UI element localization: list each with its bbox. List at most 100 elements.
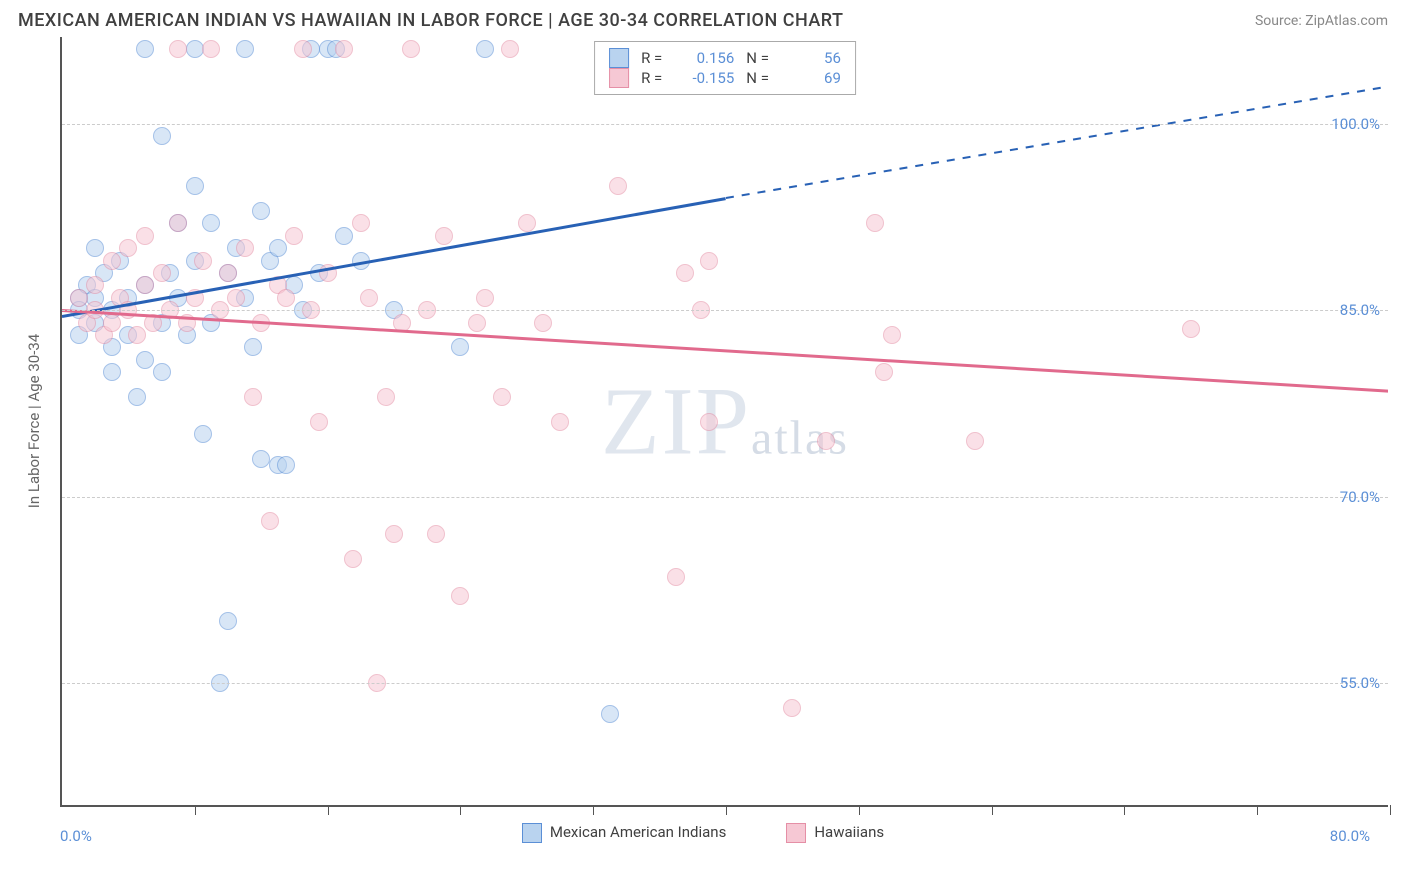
legend-label: Mexican American Indians <box>550 823 726 841</box>
scatter-point <box>285 227 303 245</box>
scatter-point <box>875 363 893 381</box>
chart-container: ZIPatlas In Labor Force | Age 30-34 R = 0… <box>18 37 1388 807</box>
legend-swatch <box>609 48 629 68</box>
scatter-point <box>169 40 187 58</box>
x-tick <box>328 805 329 815</box>
scatter-point <box>402 40 420 58</box>
scatter-point <box>601 705 619 723</box>
trend-line <box>62 197 726 318</box>
scatter-point <box>269 239 287 257</box>
x-tick <box>195 805 196 815</box>
bottom-legend: Mexican American Indians Hawaiians <box>18 823 1388 843</box>
stats-n-label: N = <box>746 69 769 87</box>
scatter-point <box>244 338 262 356</box>
stats-r-label: R = <box>641 49 662 67</box>
stats-legend-box: R =0.156N =56R =-0.155N =69 <box>594 41 856 95</box>
plot-inner: ZIPatlas <box>62 37 1388 805</box>
scatter-point <box>153 127 171 145</box>
scatter-point <box>136 40 154 58</box>
scatter-point <box>128 326 146 344</box>
scatter-point <box>261 512 279 530</box>
scatter-point <box>202 214 220 232</box>
y-tick-label: 55.0% <box>1340 674 1380 692</box>
scatter-point <box>385 525 403 543</box>
watermark: ZIPatlas <box>601 366 849 477</box>
scatter-point <box>153 363 171 381</box>
y-tick-label: 85.0% <box>1340 301 1380 319</box>
legend-swatch <box>522 823 542 843</box>
scatter-point <box>534 314 552 332</box>
y-axis-label: In Labor Force | Age 30-34 <box>25 334 43 508</box>
scatter-point <box>169 214 187 232</box>
scatter-point <box>194 425 212 443</box>
scatter-point <box>186 177 204 195</box>
y-tick-label: 100.0% <box>1331 115 1380 133</box>
scatter-point <box>451 338 469 356</box>
scatter-point <box>153 264 171 282</box>
scatter-point <box>103 252 121 270</box>
scatter-point <box>194 252 212 270</box>
legend-swatch <box>786 823 806 843</box>
scatter-point <box>335 227 353 245</box>
scatter-point <box>86 276 104 294</box>
gridline-h <box>62 683 1388 684</box>
scatter-point <box>377 388 395 406</box>
stats-r-value: 0.156 <box>674 49 734 67</box>
scatter-point <box>476 289 494 307</box>
x-tick <box>1124 805 1125 815</box>
gridline-h <box>62 497 1388 498</box>
scatter-point <box>966 432 984 450</box>
scatter-point <box>186 40 204 58</box>
scatter-point <box>344 550 362 568</box>
legend-label: Hawaiians <box>814 823 884 841</box>
stats-n-label: N = <box>746 49 769 67</box>
x-tick <box>992 805 993 815</box>
scatter-point <box>1182 320 1200 338</box>
stats-row: R =-0.155N =69 <box>609 68 841 88</box>
stats-r-value: -0.155 <box>674 69 734 87</box>
gridline-h <box>62 124 1388 125</box>
scatter-point <box>136 227 154 245</box>
x-tick <box>1257 805 1258 815</box>
scatter-point <box>883 326 901 344</box>
scatter-point <box>451 587 469 605</box>
scatter-point <box>360 289 378 307</box>
scatter-point <box>866 214 884 232</box>
trend-line-extrapolated <box>726 85 1388 200</box>
scatter-point <box>427 525 445 543</box>
scatter-point <box>609 177 627 195</box>
scatter-point <box>103 314 121 332</box>
stats-row: R =0.156N =56 <box>609 48 841 68</box>
x-tick <box>859 805 860 815</box>
scatter-point <box>227 289 245 307</box>
scatter-point <box>294 40 312 58</box>
scatter-point <box>676 264 694 282</box>
watermark-big: ZIP <box>601 368 751 475</box>
scatter-point <box>252 202 270 220</box>
scatter-point <box>119 239 137 257</box>
legend-item: Hawaiians <box>786 823 884 843</box>
scatter-point <box>476 40 494 58</box>
scatter-point <box>136 351 154 369</box>
scatter-point <box>493 388 511 406</box>
y-tick-label: 70.0% <box>1340 488 1380 506</box>
scatter-point <box>244 388 262 406</box>
scatter-point <box>817 432 835 450</box>
scatter-point <box>551 413 569 431</box>
legend-swatch <box>609 68 629 88</box>
chart-header: MEXICAN AMERICAN INDIAN VS HAWAIIAN IN L… <box>0 0 1406 37</box>
scatter-point <box>700 252 718 270</box>
scatter-point <box>352 214 370 232</box>
scatter-point <box>700 413 718 431</box>
stats-n-value: 69 <box>781 69 841 87</box>
scatter-point <box>219 612 237 630</box>
scatter-point <box>70 289 88 307</box>
scatter-point <box>277 289 295 307</box>
scatter-point <box>277 456 295 474</box>
scatter-point <box>435 227 453 245</box>
scatter-point <box>252 450 270 468</box>
scatter-point <box>501 40 519 58</box>
scatter-point <box>310 413 328 431</box>
x-tick <box>593 805 594 815</box>
legend-item: Mexican American Indians <box>522 823 726 843</box>
